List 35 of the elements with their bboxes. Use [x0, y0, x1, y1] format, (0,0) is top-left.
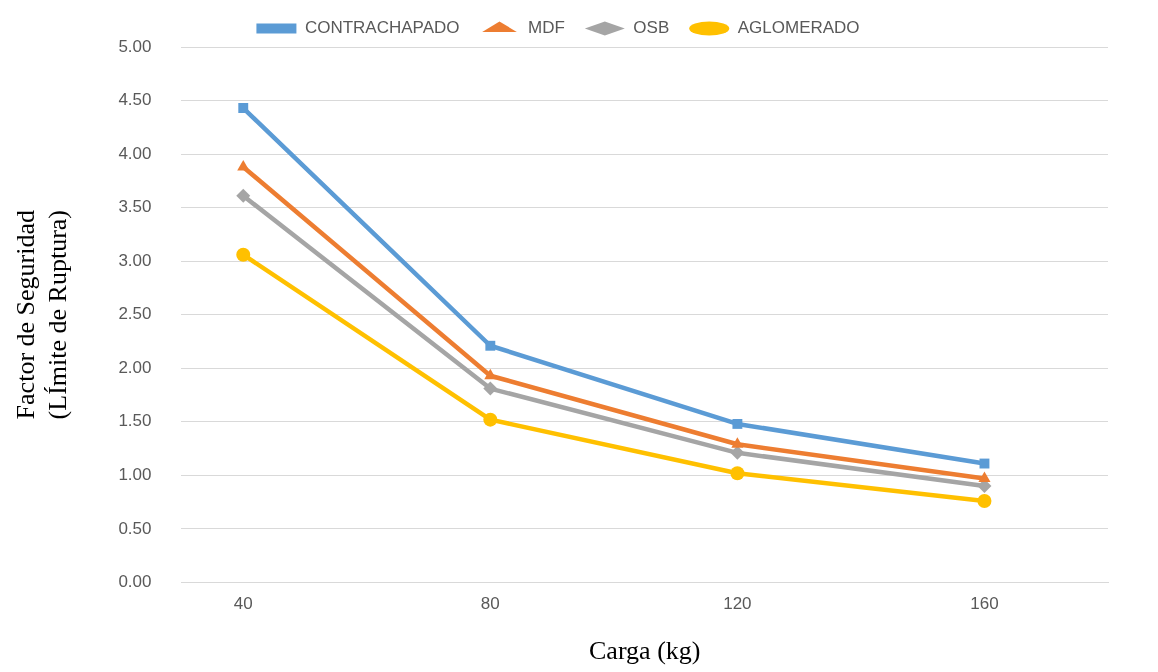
legend-label: AGLOMERADO	[737, 18, 860, 38]
point	[483, 412, 498, 427]
y-tick-label: 5.00	[118, 36, 152, 56]
legend-label: OSB	[633, 18, 670, 38]
point	[485, 340, 496, 351]
x-tick-label: 160	[970, 594, 999, 614]
x-tick-label: 80	[480, 594, 500, 614]
y-tick-label: 4.00	[118, 143, 152, 163]
y-tick-label: 4.50	[118, 90, 152, 110]
point	[732, 418, 743, 429]
point	[978, 471, 991, 483]
point	[236, 247, 251, 262]
x-axis-title: Carga (kg)	[589, 636, 701, 666]
point	[977, 494, 992, 509]
y-tick-label: 3.00	[118, 250, 152, 270]
point	[238, 103, 249, 113]
legend-label: MDF	[528, 18, 565, 38]
point	[236, 188, 251, 203]
y-tick-label: 1.50	[118, 411, 152, 431]
x-tick-label: 120	[723, 594, 752, 614]
point	[731, 437, 744, 448]
y-tick-label: 2.00	[118, 357, 152, 377]
y-tick-label: 2.50	[118, 304, 152, 324]
y-axis-title: Factor de Seguridad (LÍmite de Ruptura)	[11, 210, 72, 420]
y-tick-label: 0.00	[118, 572, 152, 592]
point	[483, 381, 498, 396]
y-tick-label: 3.50	[118, 197, 152, 217]
point	[484, 368, 497, 380]
point	[237, 159, 250, 171]
point	[730, 445, 745, 460]
y-tick-label: 1.00	[118, 465, 152, 485]
y-tick-label: 0.50	[118, 518, 152, 538]
x-tick-label: 40	[233, 594, 253, 614]
legend-label: CONTRACHAPADO	[304, 18, 460, 38]
point	[730, 466, 745, 481]
